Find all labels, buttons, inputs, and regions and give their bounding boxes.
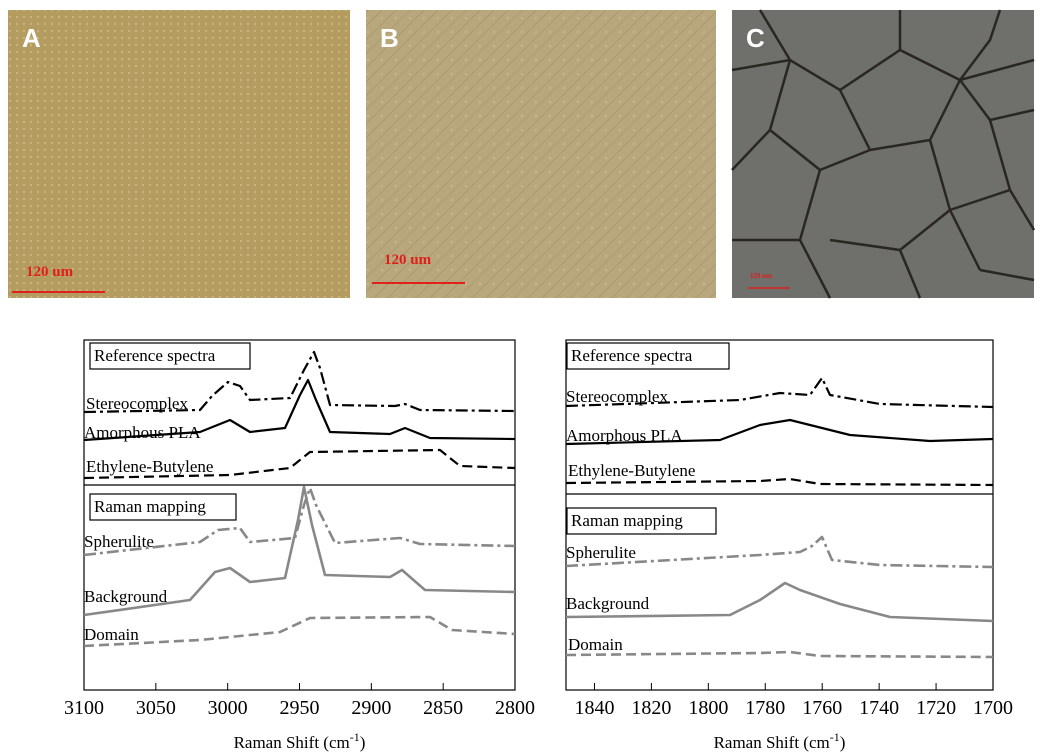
curve-label: Ethylene-Butylene (568, 461, 695, 480)
x-axis-label-text: ) (360, 733, 366, 752)
scale-bar-label: 120 um (750, 272, 772, 280)
x-axis-label-sup: -1 (830, 730, 840, 744)
curve-label: Spherulite (84, 532, 154, 551)
x-tick-label: 1780 (745, 697, 785, 719)
x-axis-label-text: Raman Shift (cm (714, 733, 830, 752)
curve-label: Background (84, 587, 168, 606)
x-tick-label: 2850 (423, 697, 463, 719)
x-tick-label: 1760 (802, 697, 842, 719)
x-tick-label: 1820 (631, 697, 671, 719)
curve-label: Spherulite (566, 543, 636, 562)
panel-label: B (380, 23, 399, 53)
micrograph-c (732, 10, 1034, 298)
x-tick-label: 2950 (280, 697, 320, 719)
x-tick-label: 1700 (973, 697, 1013, 719)
x-tick-label: 3050 (136, 697, 176, 719)
curve-label: Stereocomplex (86, 394, 188, 413)
curve-label: Background (566, 594, 650, 613)
x-axis-label: Raman Shift (cm-1) (714, 730, 846, 752)
curve-label: Domain (568, 635, 623, 654)
x-axis-label-text: Raman Shift (cm (234, 733, 350, 752)
x-tick-label: 1720 (916, 697, 956, 719)
x-axis-label-text: ) (840, 733, 846, 752)
section-title: Reference spectra (94, 346, 216, 365)
section-title: Raman mapping (94, 497, 206, 516)
panel-label: A (22, 23, 41, 53)
x-tick-label: 3100 (64, 697, 104, 719)
scale-bar-label: 120 um (26, 264, 74, 280)
panel-label: C (746, 23, 765, 53)
x-axis-label-sup: -1 (350, 730, 360, 744)
section-title: Raman mapping (571, 511, 683, 530)
x-tick-label: 2900 (351, 697, 391, 719)
curve-label: Ethylene-Butylene (86, 457, 213, 476)
x-tick-label: 2800 (495, 697, 535, 719)
x-tick-label: 1740 (859, 697, 899, 719)
x-tick-label: 3000 (208, 697, 248, 719)
section-title: Reference spectra (571, 346, 693, 365)
curve-label: Amorphous PLA (84, 423, 201, 442)
x-tick-label: 1840 (574, 697, 614, 719)
curve-label: Stereocomplex (566, 387, 668, 406)
scale-bar-label: 120 um (384, 252, 432, 268)
x-axis-label: Raman Shift (cm-1) (234, 730, 366, 752)
figure: A B C 120 um 120 um 120 um 3100 3050 3000 2… (0, 0, 1044, 754)
x-tick-label: 1800 (688, 697, 728, 719)
curve-label: Amorphous PLA (566, 426, 683, 445)
curve-label: Domain (84, 625, 139, 644)
micrograph-a (8, 10, 350, 298)
